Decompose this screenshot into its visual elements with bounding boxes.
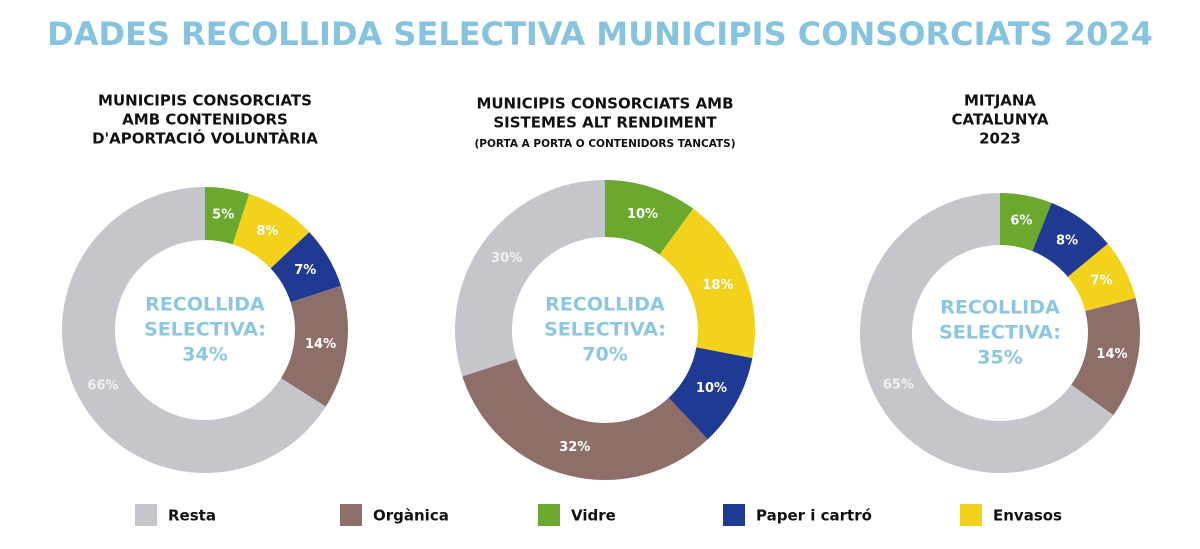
slice-label: 8%	[1056, 233, 1078, 248]
donut-slice	[859, 193, 1114, 474]
slice-label: 14%	[305, 337, 336, 352]
legend-label: Vidre	[571, 507, 616, 525]
slice-label: 32%	[559, 440, 590, 455]
donut-slice	[1032, 202, 1108, 277]
center-label: 35%	[977, 347, 1022, 369]
donut-slice	[454, 180, 605, 377]
slice-label: 7%	[1091, 274, 1113, 289]
chart-title: MUNICIPIS CONSORCIATS	[98, 92, 312, 110]
donut-slice	[205, 187, 250, 245]
legend-swatch	[135, 504, 157, 526]
center-label: RECOLLIDA	[545, 294, 665, 316]
center-label: RECOLLIDA	[145, 294, 265, 316]
donut-slice	[1000, 193, 1052, 252]
legend-swatch	[538, 504, 560, 526]
donut-slice	[270, 232, 342, 303]
center-label: 34%	[182, 344, 227, 366]
legend-label: Orgànica	[373, 507, 449, 525]
slice-label: 5%	[212, 207, 234, 222]
donut-slice	[61, 187, 326, 473]
chart-title: CATALUNYA	[952, 111, 1049, 129]
legend-label: Envasos	[993, 507, 1062, 525]
center-label: SELECTIVA:	[939, 322, 1061, 344]
center-label: SELECTIVA:	[144, 319, 266, 341]
donut-slice	[668, 347, 753, 440]
chart-title: MITJANA	[964, 92, 1036, 110]
legend-swatch	[960, 504, 982, 526]
donut-slice	[1067, 243, 1136, 312]
slice-label: 14%	[1096, 347, 1127, 362]
center-label: RECOLLIDA	[940, 297, 1060, 319]
slice-label: 18%	[702, 278, 733, 293]
donut-slice	[605, 180, 694, 255]
chart-subtitle: (PORTA A PORTA O CONTENIDORS TANCATS)	[474, 138, 735, 150]
chart-title: MUNICIPIS CONSORCIATS AMB	[476, 95, 733, 113]
slice-label: 6%	[1010, 214, 1032, 229]
slice-label: 8%	[256, 224, 278, 239]
slice-label: 65%	[883, 377, 914, 392]
slice-label: 30%	[491, 251, 522, 266]
center-label: SELECTIVA:	[544, 319, 666, 341]
legend-swatch	[723, 504, 745, 526]
page-title: DADES RECOLLIDA SELECTIVA MUNICIPIS CONS…	[47, 15, 1153, 53]
center-label: 70%	[582, 344, 627, 366]
chart-title: SISTEMES ALT RENDIMENT	[493, 114, 717, 132]
donut-slice	[462, 358, 708, 481]
legend-swatch	[340, 504, 362, 526]
slice-label: 10%	[627, 207, 658, 222]
legend-label: Paper i cartró	[756, 507, 872, 525]
slice-label: 66%	[87, 379, 118, 394]
donut-slice	[659, 208, 755, 359]
chart-title: AMB CONTENIDORS	[122, 111, 288, 129]
donut-slice	[280, 285, 348, 407]
slice-label: 7%	[294, 263, 316, 278]
donut-slice	[232, 193, 310, 269]
chart-title: D'APORTACIÓ VOLUNTÀRIA	[92, 129, 318, 148]
donut-slice	[1071, 298, 1140, 416]
chart-title: 2023	[979, 130, 1021, 148]
slice-label: 10%	[696, 381, 727, 396]
legend-label: Resta	[168, 507, 216, 525]
